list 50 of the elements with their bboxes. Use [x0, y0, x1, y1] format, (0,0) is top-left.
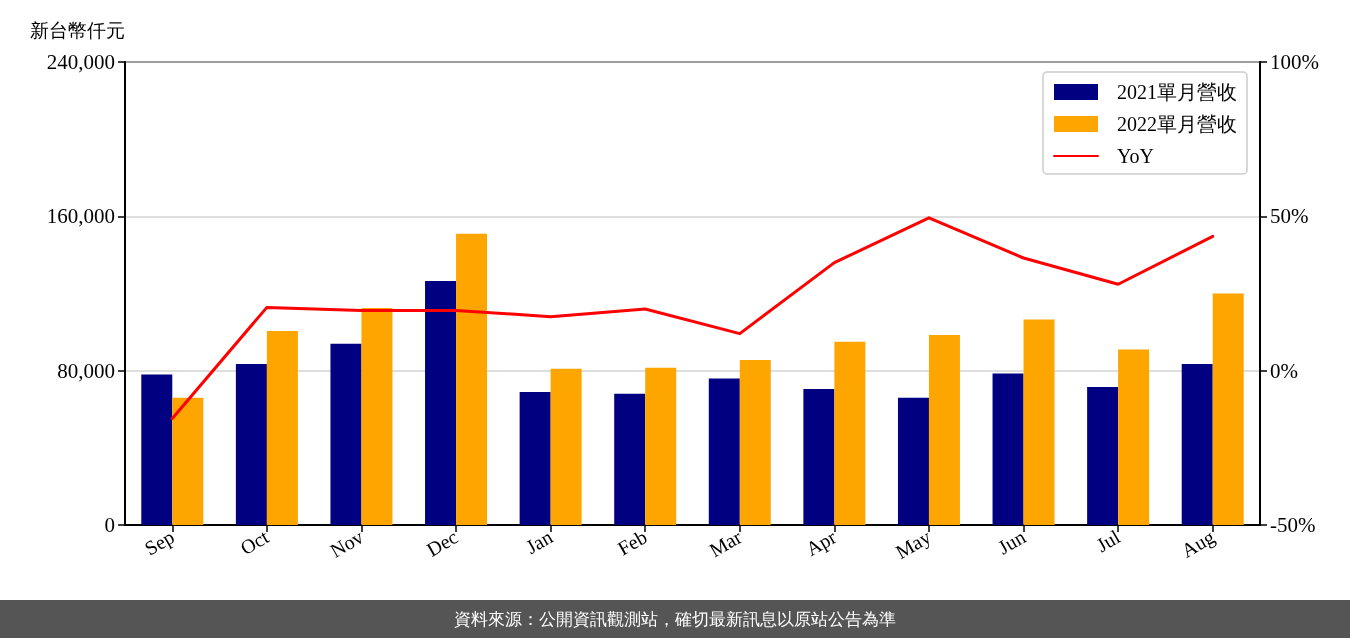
bar: [361, 307, 393, 525]
bar: [456, 233, 488, 525]
y-tick-label: 0: [104, 513, 115, 537]
x-tick-label: Nov: [326, 525, 367, 562]
x-tick-label: Jan: [522, 525, 557, 558]
bar: [1212, 293, 1244, 525]
legend-label: YoY: [1117, 145, 1154, 167]
bar: [834, 341, 866, 525]
legend-label: 2021單月營收: [1117, 81, 1237, 103]
x-tick-label: Aug: [1177, 525, 1219, 563]
bar: [928, 334, 960, 525]
x-tick-label: Dec: [422, 525, 462, 561]
bar: [425, 280, 457, 525]
source-note: 資料來源：公開資訊觀測站，確切最新訊息以原站公告為準: [454, 607, 896, 631]
x-tick-label: May: [891, 525, 935, 564]
bar: [645, 367, 677, 525]
bar: [708, 378, 740, 525]
legend-label: 2022單月營收: [1117, 113, 1237, 135]
x-tick-label: Feb: [613, 525, 651, 560]
bar: [235, 363, 267, 525]
bar: [519, 391, 551, 525]
bar: [141, 374, 173, 525]
bar: [1087, 387, 1119, 525]
y-axis-title: 新台幣仟元: [30, 20, 125, 41]
x-tick-label: Sep: [140, 525, 179, 561]
bar: [739, 360, 771, 525]
y-tick-label: 160,000: [46, 204, 115, 229]
x-tick-label: Mar: [705, 525, 746, 562]
x-tick-label: Jun: [994, 525, 1030, 559]
x-tick-label: Oct: [236, 525, 273, 559]
bar: [897, 397, 929, 525]
bar: [992, 373, 1024, 525]
y-tick-label: 80,000: [57, 358, 115, 383]
y2-tick-label: 0%: [1270, 358, 1298, 383]
y2-tick-label: -50%: [1270, 513, 1316, 537]
y-tick-label: 240,000: [46, 50, 115, 74]
bar: [1023, 319, 1055, 525]
line-series: [170, 216, 1215, 421]
bar: [550, 368, 582, 525]
bar: [330, 343, 362, 525]
x-tick-label: Jul: [1092, 525, 1125, 557]
bar: [803, 388, 835, 525]
y2-tick-label: 100%: [1270, 50, 1319, 74]
bar: [1118, 349, 1150, 525]
x-tick-label: Apr: [801, 525, 841, 561]
bar: [266, 331, 298, 525]
bar: [172, 397, 204, 525]
bar: [1181, 363, 1213, 525]
y2-tick-label: 50%: [1270, 204, 1309, 229]
bar: [614, 393, 646, 525]
